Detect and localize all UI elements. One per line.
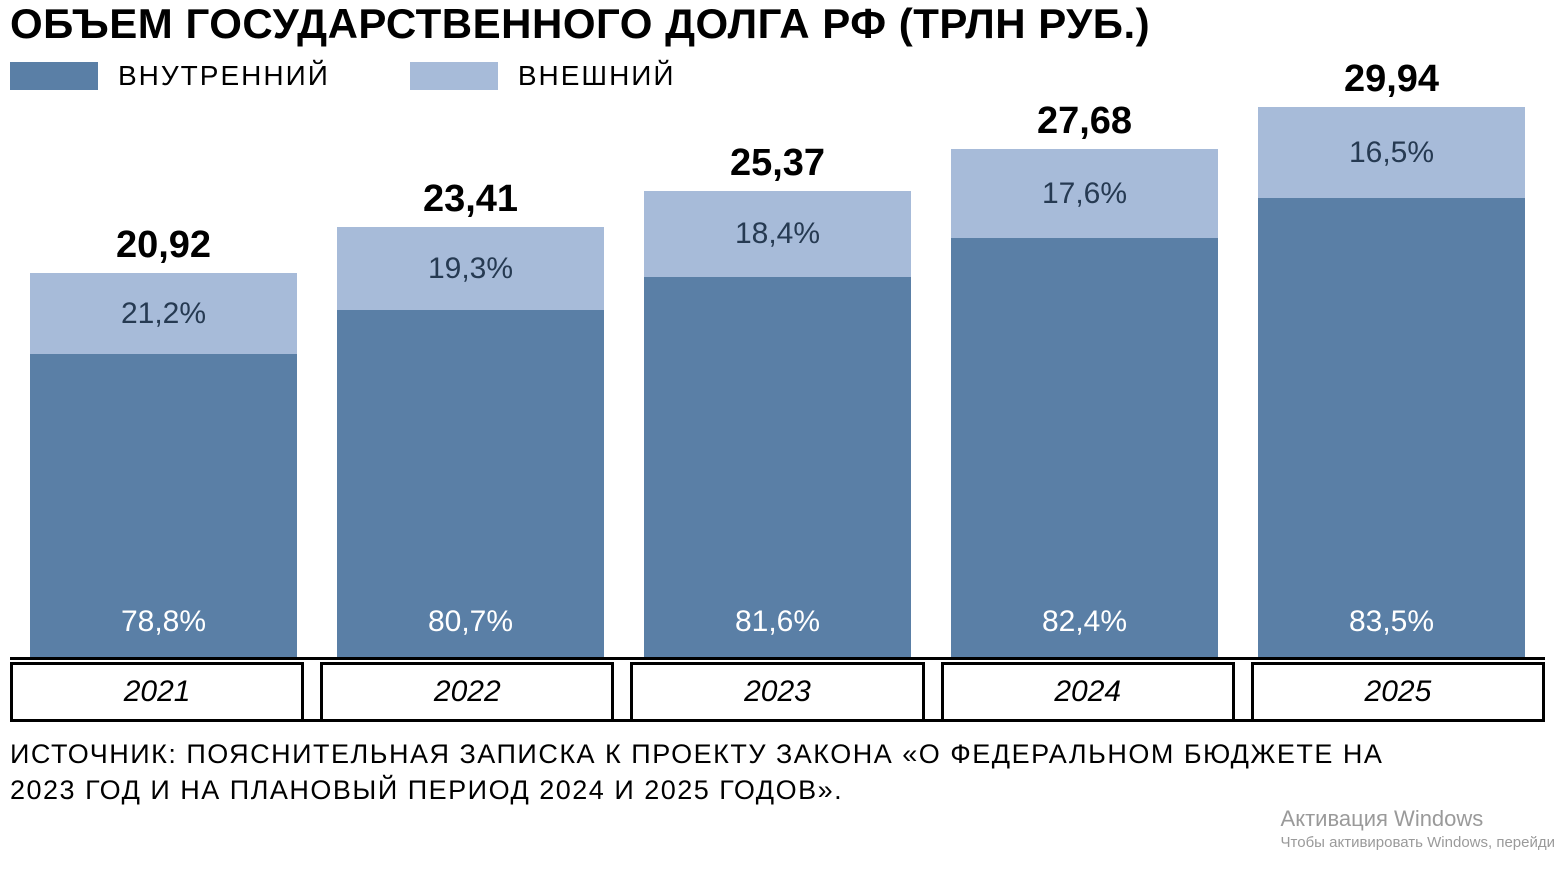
bar-segment-external: 21,2% <box>30 273 297 354</box>
bar-segment-external-label: 18,4% <box>735 217 820 251</box>
watermark-line1: Активация Windows <box>1281 806 1555 832</box>
bar-total-label: 25,37 <box>730 142 825 185</box>
x-axis-label: 2023 <box>630 662 924 719</box>
bar-segment-external: 18,4% <box>644 191 911 277</box>
bar-slot: 29,9416,5%83,5% <box>1238 100 1545 657</box>
bar-segment-internal-label: 78,8% <box>121 605 206 639</box>
legend-item-internal: ВНУТРЕННИЙ <box>10 60 330 92</box>
bar-slot: 27,68 17,6% 82,4% <box>931 100 1238 657</box>
x-axis: 2021 2022 2023 2024 2025 <box>10 662 1545 722</box>
watermark-line2: Чтобы активировать Windows, перейди <box>1281 834 1555 851</box>
bar: 16,5% 83,5% <box>1258 107 1525 657</box>
bar-segment-external: 19,3% <box>337 227 604 310</box>
chart-page: ОБЪЕМ ГОСУДАРСТВЕННОГО ДОЛГА РФ (ТРЛН РУ… <box>0 0 1555 869</box>
bars-container: 20,92 21,2% 78,8% 23,41 19,3% 80,7% 25,37 18,4%… <box>10 100 1545 660</box>
x-axis-label: 2021 <box>10 662 304 719</box>
bar-segment-external-label: 16,5% <box>1349 136 1434 170</box>
legend-label-external: ВНЕШНИЙ <box>518 60 676 92</box>
bar-segment-external-label: 17,6% <box>1042 177 1127 211</box>
bar-segment-internal: 83,5% <box>1258 198 1525 657</box>
bar-total-label: 29,94 <box>1344 58 1439 101</box>
bar-slot: 23,41 19,3% 80,7% <box>317 100 624 657</box>
bar-segment-internal: 78,8% <box>30 354 297 657</box>
bar-total-label: 20,92 <box>116 224 211 267</box>
bar-segment-internal-label: 82,4% <box>1042 605 1127 639</box>
bar-total-label: 27,68 <box>1037 100 1132 143</box>
x-axis-label: 2022 <box>320 662 614 719</box>
bar-segment-external-label: 19,3% <box>428 252 513 286</box>
bar-segment-internal: 81,6% <box>644 277 911 657</box>
bar-segment-internal-label: 83,5% <box>1349 605 1434 639</box>
legend-item-external: ВНЕШНИЙ <box>410 60 676 92</box>
x-axis-label: 2025 <box>1251 662 1545 719</box>
windows-activation-watermark: Активация Windows Чтобы активировать Win… <box>1281 806 1555 851</box>
legend-swatch-internal <box>10 62 98 90</box>
legend-swatch-external <box>410 62 498 90</box>
bar-segment-internal-label: 80,7% <box>428 605 513 639</box>
x-axis-label: 2024 <box>941 662 1235 719</box>
chart-title: ОБЪЕМ ГОСУДАРСТВЕННОГО ДОЛГА РФ (ТРЛН РУ… <box>10 0 1545 48</box>
bar-segment-external-label: 21,2% <box>121 297 206 331</box>
bar: 17,6% 82,4% <box>951 149 1218 657</box>
legend: ВНУТРЕННИЙ ВНЕШНИЙ <box>10 60 1545 92</box>
bar: 19,3% 80,7% <box>337 227 604 657</box>
legend-label-internal: ВНУТРЕННИЙ <box>118 60 330 92</box>
bar-slot: 25,37 18,4% 81,6% <box>624 100 931 657</box>
bar-segment-internal-label: 81,6% <box>735 605 820 639</box>
bar-segment-internal: 80,7% <box>337 310 604 657</box>
bar: 21,2% 78,8% <box>30 273 297 657</box>
bar-segment-internal: 82,4% <box>951 238 1218 657</box>
bar-segment-external: 17,6% <box>951 149 1218 238</box>
bar-slot: 20,92 21,2% 78,8% <box>10 100 317 657</box>
bar-total-label: 23,41 <box>423 178 518 221</box>
chart-area: 20,92 21,2% 78,8% 23,41 19,3% 80,7% 25,37 18,4%… <box>10 100 1545 722</box>
bar: 18,4% 81,6% <box>644 191 911 657</box>
source-text: ИСТОЧНИК: ПОЯСНИТЕЛЬНАЯ ЗАПИСКА К ПРОЕКТ… <box>10 736 1410 809</box>
bar-segment-external: 16,5% <box>1258 107 1525 198</box>
